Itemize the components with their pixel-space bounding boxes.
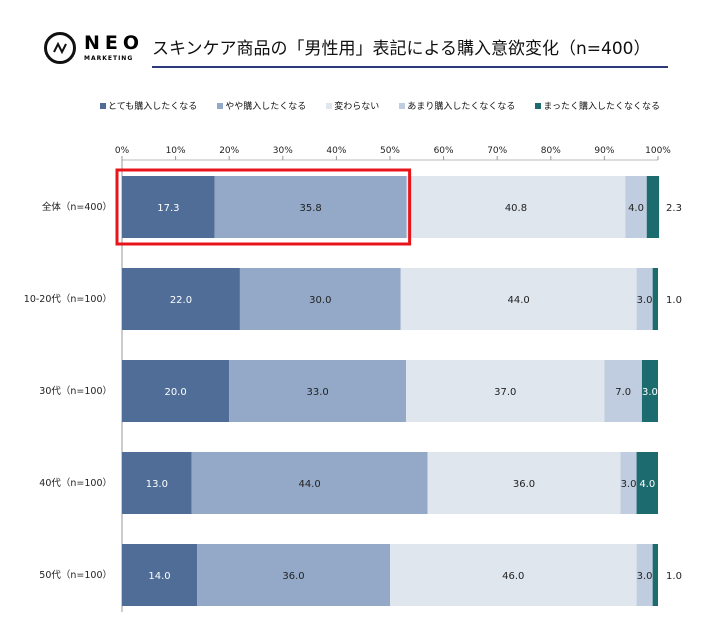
category-label: 40代（n=100） bbox=[39, 477, 112, 489]
data-label: 1.0 bbox=[666, 295, 682, 306]
legend: とても購入したくなる やや購入したくなる 変わらない あまり購入したくなくなる まったく… bbox=[100, 99, 660, 112]
data-label: 44.0 bbox=[298, 479, 320, 490]
data-label: 3.0 bbox=[621, 479, 637, 490]
legend-label: まったく購入したくなくなる bbox=[543, 102, 660, 112]
data-label: 7.0 bbox=[615, 387, 631, 398]
tick-label: 50% bbox=[380, 146, 400, 156]
bar-segment bbox=[620, 452, 637, 514]
bar-segment bbox=[122, 544, 198, 606]
data-label: 20.0 bbox=[164, 387, 186, 398]
data-label: 4.0 bbox=[639, 479, 655, 490]
tick-label: 100% bbox=[645, 146, 671, 156]
legend-swatch bbox=[100, 103, 106, 109]
bar-segment bbox=[400, 268, 637, 330]
bar-segment bbox=[652, 268, 658, 330]
bar-segment bbox=[646, 176, 660, 238]
data-label: 46.0 bbox=[502, 571, 524, 582]
legend-swatch bbox=[399, 103, 406, 109]
title-underline bbox=[152, 66, 668, 68]
bar-segment bbox=[229, 360, 407, 422]
data-label: 30.0 bbox=[309, 295, 331, 306]
bar-segment bbox=[652, 544, 658, 606]
bar-segment bbox=[636, 268, 653, 330]
bar-segment bbox=[641, 360, 658, 422]
bar-segment bbox=[636, 452, 658, 514]
category-label: 50代（n=100） bbox=[39, 569, 112, 581]
bar-segment bbox=[197, 544, 390, 606]
legend-item: まったく購入したくなくなる bbox=[535, 99, 660, 112]
tick-label: 40% bbox=[326, 146, 346, 156]
tick-label: 20% bbox=[219, 146, 239, 156]
bar-segment bbox=[191, 452, 428, 514]
data-label: 17.3 bbox=[157, 203, 179, 214]
data-label: 36.0 bbox=[282, 571, 304, 582]
highlight-box bbox=[115, 168, 412, 246]
bar-segment bbox=[122, 176, 215, 238]
data-label: 35.8 bbox=[300, 203, 322, 214]
legend-label: とても購入したくなる bbox=[108, 102, 198, 112]
data-label: 3.0 bbox=[642, 387, 658, 398]
logo-subtext: MARKETING bbox=[84, 55, 134, 62]
legend-swatch bbox=[326, 103, 333, 109]
legend-item: 変わらない bbox=[326, 99, 379, 112]
legend-label: 変わらない bbox=[334, 102, 380, 112]
bar-segment bbox=[625, 176, 647, 238]
data-label: 33.0 bbox=[307, 387, 329, 398]
data-label: 14.0 bbox=[148, 571, 170, 582]
bar-segment bbox=[406, 360, 605, 422]
data-label: 4.0 bbox=[628, 203, 644, 214]
legend-label: やや購入したくなる bbox=[225, 102, 307, 112]
bar-segment bbox=[239, 268, 401, 330]
chart-title: スキンケア商品の「男性用」表記による購入意欲変化（n=400） bbox=[152, 39, 651, 59]
bar-segment bbox=[122, 452, 192, 514]
tick-label: 80% bbox=[541, 146, 561, 156]
legend-item: とても購入したくなる bbox=[100, 99, 197, 112]
data-label: 2.3 bbox=[666, 203, 682, 214]
legend-swatch bbox=[535, 103, 542, 109]
data-label: 40.8 bbox=[505, 203, 527, 214]
bar-segment bbox=[214, 176, 407, 238]
tick-label: 70% bbox=[487, 146, 507, 156]
bar-segment bbox=[636, 544, 653, 606]
bar-segment bbox=[406, 176, 626, 238]
tick-label: 0% bbox=[115, 146, 130, 156]
legend-item: あまり購入したくなくなる bbox=[399, 99, 515, 112]
data-label: 3.0 bbox=[637, 571, 653, 582]
logo: NEO MARKETING bbox=[44, 32, 144, 64]
data-label: 36.0 bbox=[513, 479, 535, 490]
bar-segment bbox=[390, 544, 637, 606]
data-label: 1.0 bbox=[666, 571, 682, 582]
legend-label: あまり購入したくなくなる bbox=[407, 102, 516, 112]
logo-wave-icon bbox=[44, 32, 76, 64]
data-label: 13.0 bbox=[146, 479, 168, 490]
bar-segment bbox=[122, 268, 240, 330]
category-label: 30代（n=100） bbox=[39, 385, 112, 397]
tick-label: 60% bbox=[434, 146, 454, 156]
data-label: 37.0 bbox=[494, 387, 516, 398]
tick-label: 90% bbox=[594, 146, 614, 156]
data-label: 3.0 bbox=[637, 295, 653, 306]
logo-text: NEO bbox=[84, 32, 145, 54]
bar-segment bbox=[122, 360, 230, 422]
category-label: 10-20代（n=100） bbox=[24, 293, 112, 305]
data-label: 22.0 bbox=[170, 295, 192, 306]
bar-segment bbox=[427, 452, 621, 514]
data-label: 44.0 bbox=[508, 295, 530, 306]
legend-swatch bbox=[217, 103, 224, 109]
legend-item: やや購入したくなる bbox=[217, 99, 306, 112]
tick-label: 10% bbox=[166, 146, 186, 156]
bar-segment bbox=[604, 360, 642, 422]
tick-label: 30% bbox=[273, 146, 293, 156]
category-label: 全体（n=400） bbox=[42, 201, 112, 213]
